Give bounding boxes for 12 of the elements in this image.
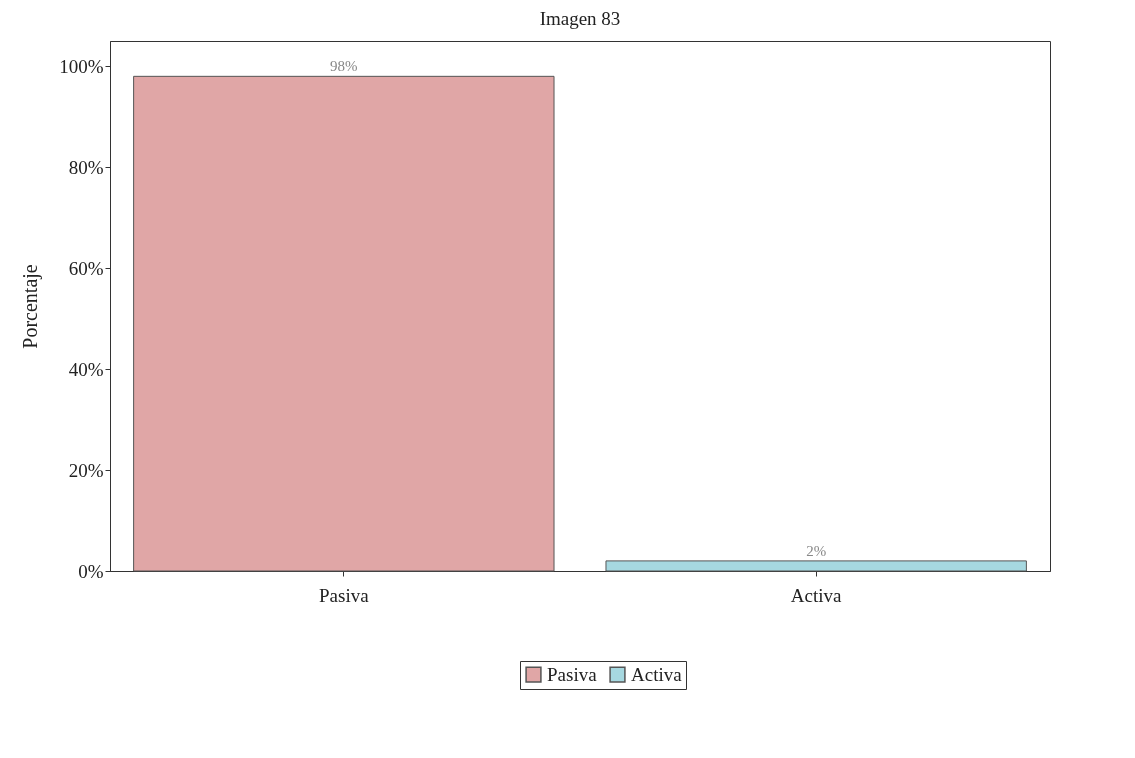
chart-title: Imagen 83 — [539, 8, 621, 29]
y-tick-label: 100% — [59, 55, 104, 77]
y-axis-title: Porcentaje — [19, 264, 43, 349]
y-tick-label: 60% — [68, 257, 104, 279]
y-tick-label: 80% — [68, 156, 104, 178]
legend-label: Activa — [631, 663, 683, 685]
data-label: 2% — [806, 542, 827, 559]
y-tick-label: 0% — [78, 560, 104, 582]
y-tick-label: 20% — [68, 459, 104, 481]
data-label: 98% — [330, 58, 358, 75]
y-tick-label: 40% — [68, 358, 104, 380]
legend-label: Pasiva — [547, 663, 598, 685]
